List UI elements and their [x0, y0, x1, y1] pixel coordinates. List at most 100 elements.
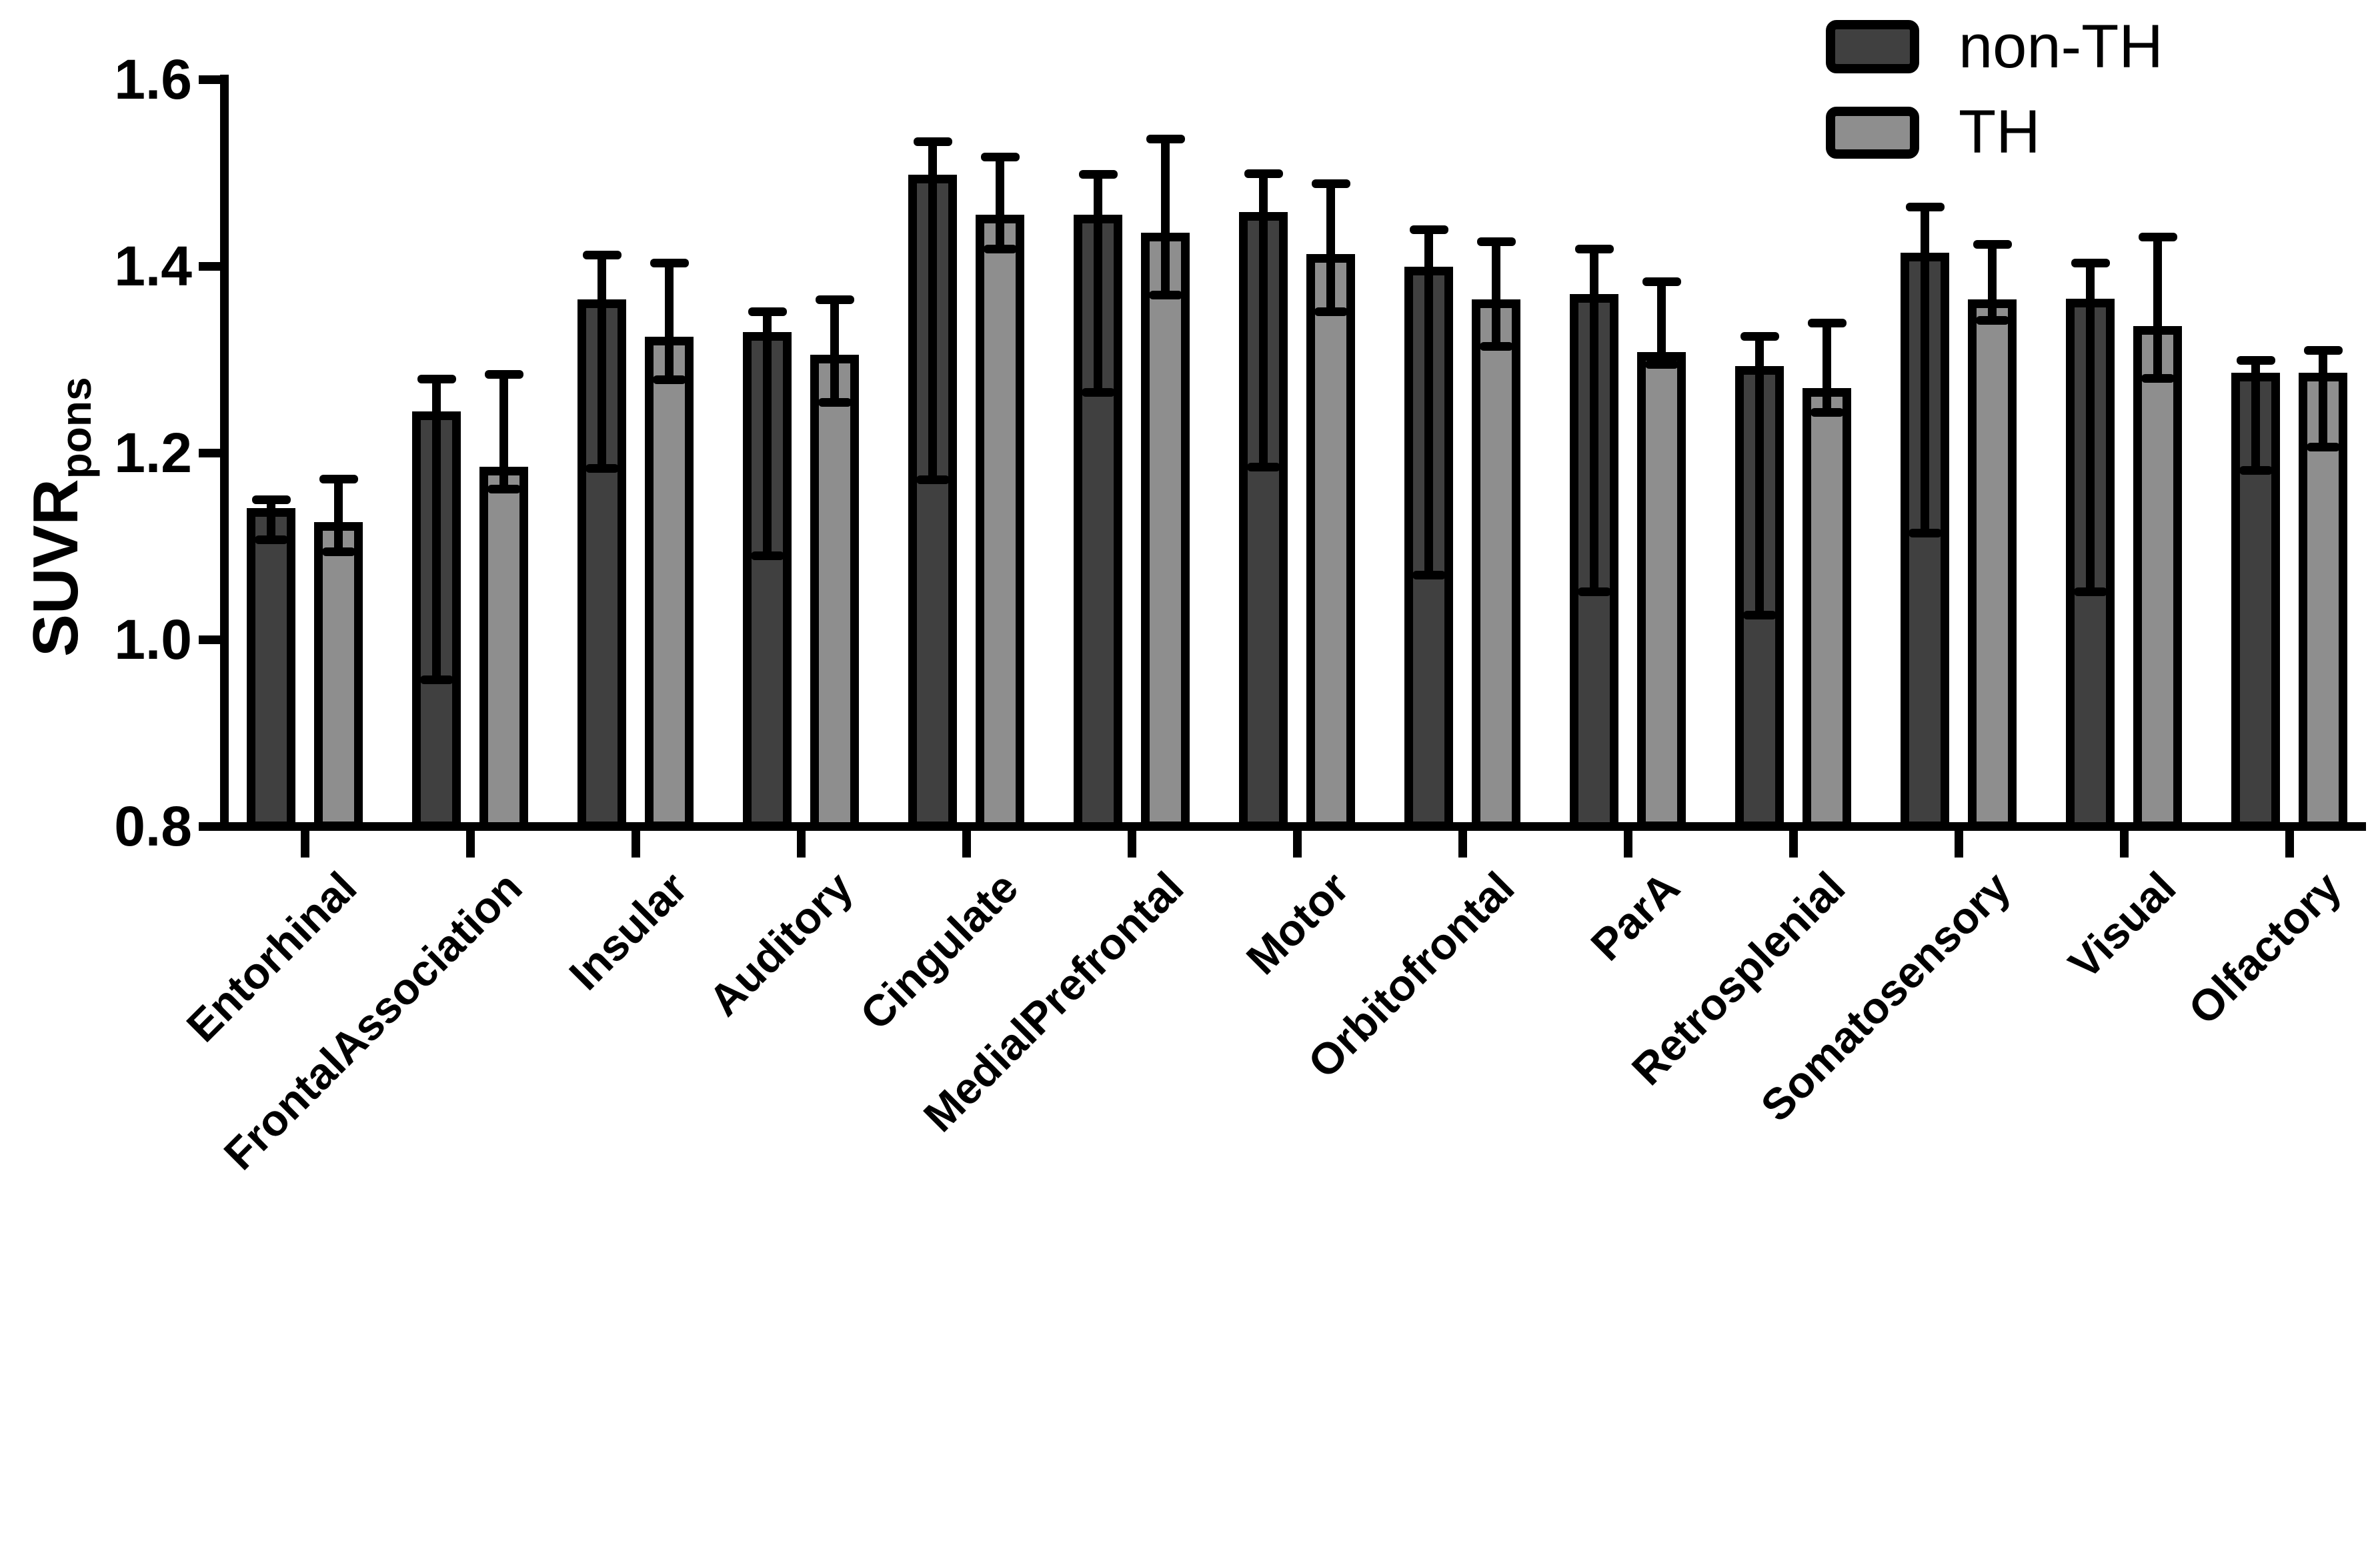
- error-bar-line: [334, 479, 343, 552]
- y-tick-label: 1.4: [114, 235, 192, 297]
- error-bar-upper-cap: [251, 495, 291, 504]
- error-bar-line: [499, 374, 508, 489]
- error-bar-line: [1988, 244, 1997, 321]
- y-tick-label: 1.6: [114, 48, 192, 111]
- error-bar-lower-cap: [1742, 611, 1776, 620]
- error-bar-lower-cap: [1810, 408, 1844, 417]
- error-bar-upper-cap: [815, 295, 854, 304]
- error-bar-upper-cap: [1311, 179, 1350, 189]
- x-tick: [962, 830, 971, 858]
- legend-swatch-non-th: [1826, 20, 1919, 73]
- legend-swatch-th: [1826, 107, 1919, 159]
- error-bar-lower-cap: [254, 535, 288, 544]
- error-bar-upper-cap: [1740, 331, 1779, 341]
- y-tick: [199, 448, 220, 457]
- error-bar-line: [1424, 229, 1433, 575]
- error-bar-upper-cap: [1574, 245, 1614, 254]
- error-bar-upper-cap: [2138, 233, 2177, 242]
- error-bar-upper-cap: [582, 250, 622, 259]
- bar-th: [479, 467, 528, 831]
- error-bar-upper-cap: [913, 137, 952, 147]
- error-bar-lower-cap: [2239, 466, 2273, 475]
- error-bar-line: [1326, 183, 1335, 312]
- y-tick-label: 0.8: [114, 795, 192, 858]
- x-tick: [1127, 830, 1136, 858]
- error-bar-lower-cap: [2141, 373, 2175, 383]
- error-bar-lower-cap: [1148, 290, 1182, 299]
- error-bar-lower-cap: [1479, 341, 1513, 351]
- x-tick: [631, 830, 640, 858]
- legend-label-non-th: non-TH: [1959, 13, 2163, 81]
- error-bar-line: [1823, 323, 1831, 413]
- error-bar-lower-cap: [2073, 587, 2107, 597]
- error-bar-upper-cap: [1146, 135, 1185, 144]
- error-bar-line: [763, 311, 772, 555]
- error-bar-lower-cap: [983, 245, 1017, 254]
- error-bar-line: [2086, 263, 2095, 592]
- error-bar-lower-cap: [321, 547, 355, 556]
- error-bar-upper-cap: [748, 307, 787, 317]
- error-bar-lower-cap: [419, 675, 453, 684]
- error-bar-lower-cap: [1246, 462, 1280, 471]
- error-bar-upper-cap: [1807, 318, 1847, 327]
- y-axis-line: [220, 75, 229, 831]
- y-tick: [199, 635, 220, 644]
- error-bar-line: [1259, 173, 1268, 467]
- error-bar-lower-cap: [818, 397, 852, 407]
- error-bar-lower-cap: [1081, 387, 1115, 397]
- error-bar-lower-cap: [652, 375, 686, 385]
- error-bar-line: [928, 141, 937, 480]
- error-bar-upper-cap: [2071, 259, 2110, 268]
- error-bar-line: [1094, 174, 1102, 392]
- error-bar-line: [432, 379, 441, 680]
- y-tick-label: 1.2: [114, 421, 192, 484]
- error-bar-line: [1492, 241, 1500, 347]
- error-bar-upper-cap: [2236, 355, 2275, 365]
- error-bar-upper-cap: [1973, 240, 2012, 249]
- error-bar-upper-cap: [1905, 203, 1945, 212]
- bar-non-th: [247, 507, 295, 831]
- error-bar-line: [996, 157, 1004, 249]
- x-tick: [1954, 830, 1963, 858]
- bar-non-th: [577, 299, 626, 831]
- legend-label-th: TH: [1959, 98, 2041, 166]
- error-bar-upper-cap: [484, 369, 523, 379]
- error-bar-upper-cap: [1476, 237, 1516, 247]
- error-bar-lower-cap: [487, 485, 521, 494]
- error-bar-line: [1755, 336, 1764, 615]
- error-bar-line: [2153, 237, 2162, 378]
- error-bar-line: [267, 499, 275, 540]
- error-bar-upper-cap: [980, 152, 1020, 161]
- error-bar-line: [1590, 249, 1598, 592]
- error-bar-upper-cap: [417, 374, 456, 383]
- error-bar-upper-cap: [1409, 225, 1448, 234]
- x-tick: [465, 830, 475, 858]
- bar-th: [2133, 325, 2182, 831]
- error-bar-lower-cap: [2306, 443, 2340, 452]
- bar-th: [1968, 299, 2017, 831]
- error-bar-line: [2319, 350, 2327, 447]
- error-bar-line: [665, 263, 674, 380]
- x-tick: [1623, 830, 1632, 858]
- bar-th: [976, 215, 1024, 831]
- error-bar-lower-cap: [750, 551, 784, 560]
- bar-th: [1472, 299, 1520, 831]
- error-bar-line: [1921, 207, 1929, 533]
- x-axis-line: [220, 822, 2366, 831]
- bar-th: [1637, 351, 1686, 831]
- y-tick-label: 1.0: [114, 608, 192, 671]
- x-tick: [1292, 830, 1302, 858]
- error-bar-lower-cap: [1908, 528, 1942, 537]
- bar-non-th: [1074, 215, 1122, 831]
- bar-th: [645, 337, 694, 831]
- y-tick: [199, 261, 220, 271]
- error-bar-upper-cap: [1078, 170, 1118, 179]
- error-bar-upper-cap: [650, 259, 689, 268]
- y-tick: [199, 75, 220, 84]
- x-tick: [300, 830, 309, 858]
- error-bar-lower-cap: [1975, 315, 2009, 325]
- error-bar-lower-cap: [1644, 359, 1678, 369]
- error-bar-line: [2251, 360, 2260, 471]
- error-bar-lower-cap: [585, 464, 619, 473]
- error-bar-lower-cap: [1412, 570, 1446, 579]
